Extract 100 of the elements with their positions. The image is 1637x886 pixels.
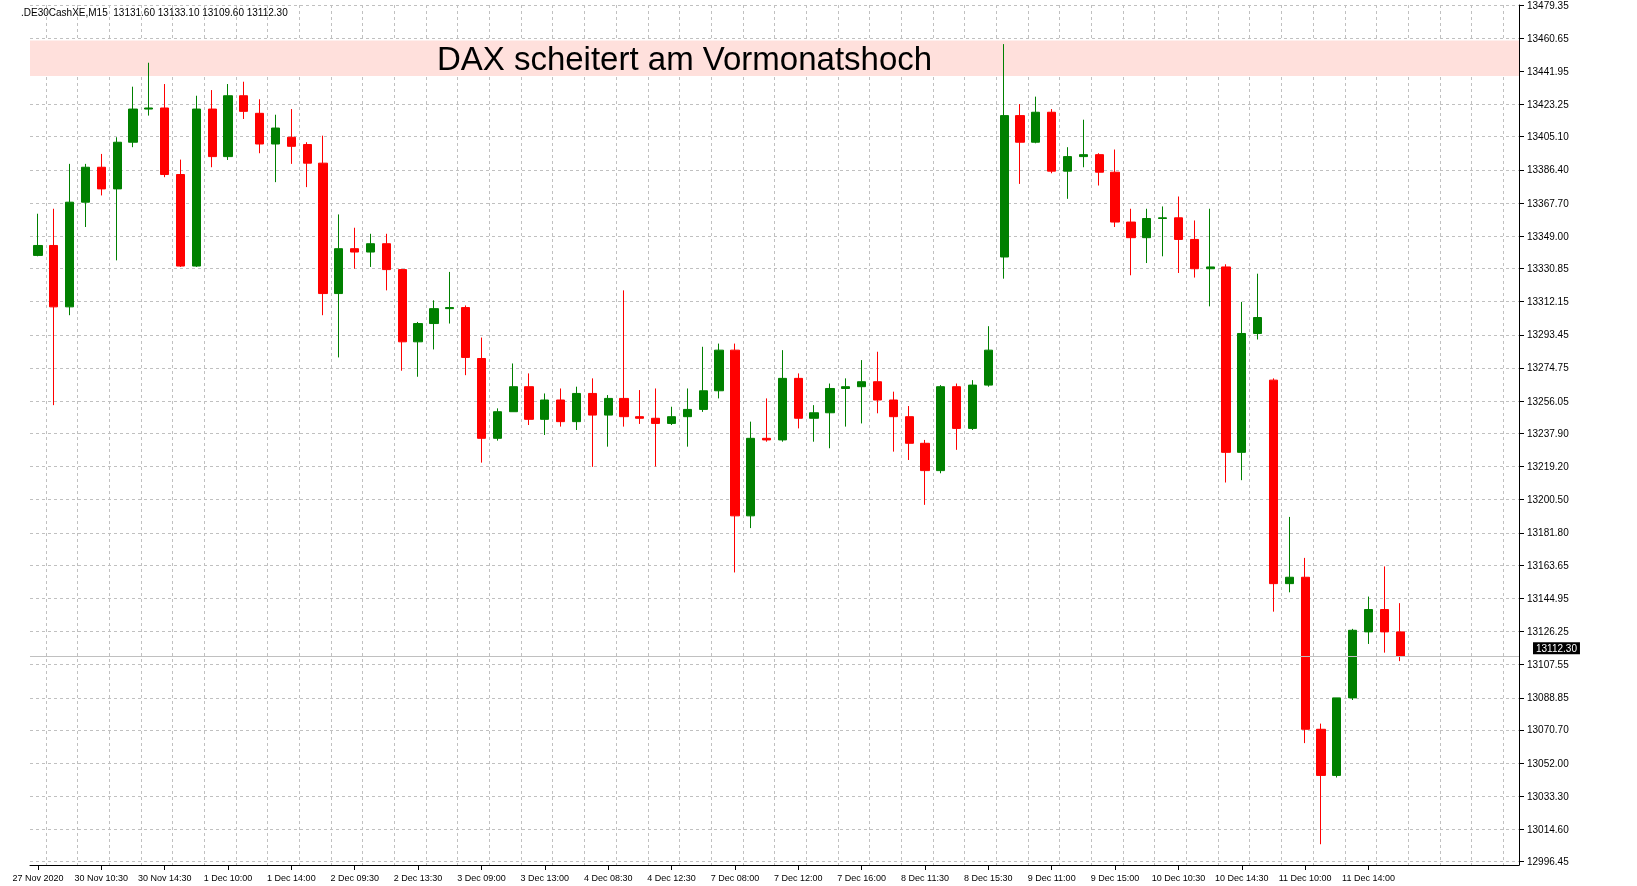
candlestick [683, 387, 692, 448]
y-tick-label: 13181.80 [1527, 527, 1570, 539]
candlestick [1126, 208, 1136, 276]
candlestick [1206, 208, 1215, 307]
candlestick [651, 387, 660, 468]
candlestick [1031, 96, 1040, 144]
y-tick-label: 13349.00 [1527, 230, 1570, 242]
y-tick-label: 13256.05 [1527, 395, 1570, 407]
candlestick [1316, 723, 1326, 845]
candlestick [714, 343, 724, 399]
candlestick [572, 386, 581, 431]
candlestick [1269, 377, 1278, 613]
candlestick [905, 405, 914, 461]
ref-line-label: 13112.30 [1536, 642, 1578, 654]
candlestick [635, 389, 644, 425]
x-tick-label: 27 Nov 2020 [12, 872, 64, 883]
candlestick [65, 163, 74, 316]
candlestick [920, 439, 930, 506]
y-tick-label: 13088.85 [1527, 692, 1570, 704]
candlestick [429, 299, 439, 350]
y-tick-label: 12996.45 [1527, 856, 1570, 868]
y-tick-label: 13107.55 [1527, 659, 1570, 671]
y-tick-label: 13014.60 [1527, 824, 1570, 836]
candlestick [1285, 516, 1294, 593]
y-tick-label: 13163.65 [1527, 559, 1570, 571]
candlestick [350, 227, 359, 270]
x-tick-label: 4 Dec 08:30 [583, 872, 633, 883]
candlestick [509, 362, 518, 413]
candlestick [1221, 263, 1231, 483]
candlestick [97, 153, 106, 196]
candlestick [604, 394, 613, 448]
x-tick-label: 3 Dec 09:00 [457, 872, 506, 883]
candlestick [318, 135, 328, 316]
candlestick [1047, 108, 1056, 174]
candlestick [984, 325, 993, 388]
x-tick-label: 7 Dec 12:00 [773, 872, 823, 883]
candlestick [968, 379, 977, 431]
y-tick-label: 13274.75 [1527, 362, 1570, 374]
y-tick-label: 13126.25 [1527, 625, 1570, 637]
candlestick [1396, 602, 1405, 662]
x-tick-label: 10 Dec 10:30 [1151, 872, 1206, 883]
candlestick [334, 213, 343, 358]
candlestick [778, 349, 787, 443]
candlestick [1301, 557, 1310, 744]
y-tick-label: 13460.65 [1527, 32, 1570, 44]
x-tick-label: 8 Dec 11:30 [901, 872, 949, 883]
candlestick [1364, 596, 1373, 645]
candlestick [540, 392, 549, 436]
y-tick-label: 13367.70 [1527, 197, 1570, 209]
candlestick [1079, 119, 1088, 168]
candlestick [176, 159, 185, 268]
x-tick-label: 10 Dec 14:30 [1215, 872, 1269, 883]
candlestick [271, 114, 280, 183]
candlestick [556, 387, 565, 428]
x-tick-label: 9 Dec 11:00 [1027, 872, 1076, 883]
x-tick-label: 2 Dec 09:30 [330, 872, 379, 883]
x-tick-label: 30 Nov 14:30 [137, 872, 192, 883]
candlestick [1332, 697, 1341, 779]
band-label: DAX scheitert am Vormonatshoch [436, 39, 933, 77]
candlestick [1174, 196, 1183, 274]
x-tick-label: 7 Dec 08:00 [710, 872, 760, 883]
candlestick [1253, 273, 1262, 341]
candlestick [857, 359, 866, 424]
candlestick [1158, 205, 1167, 257]
y-tick-label: 13052.00 [1527, 757, 1570, 769]
candlestick [889, 391, 898, 453]
candlestick [1110, 149, 1120, 228]
x-tick-label: 7 Dec 16:00 [837, 872, 886, 883]
candlestick [493, 407, 502, 442]
candlestick [413, 321, 423, 378]
candlestick [524, 372, 534, 426]
y-tick-label: 13405.10 [1527, 131, 1570, 143]
candlestick [794, 372, 803, 429]
y-tick-label: 13070.70 [1527, 724, 1570, 736]
candlestick [49, 208, 58, 406]
candlestick [699, 346, 708, 413]
y-tick-label: 13144.95 [1527, 592, 1570, 604]
y-tick-label: 13441.95 [1527, 65, 1570, 77]
candlestick [809, 404, 819, 443]
candlestick [81, 163, 90, 228]
candlestick [588, 377, 597, 468]
candlestick [477, 337, 486, 464]
candlestick [128, 86, 138, 148]
chart-title: .DE30CashXE,M15 13131.60 13133.10 13109.60 13112.30 [21, 6, 289, 18]
candlestick [952, 383, 961, 451]
y-tick-label: 13386.40 [1527, 164, 1570, 176]
x-tick-label: 30 Nov 10:30 [74, 872, 129, 883]
candlestick [33, 213, 43, 257]
y-tick-label: 13330.85 [1527, 262, 1570, 274]
candlestick [730, 343, 740, 573]
x-tick-label: 11 Dec 14:00 [1342, 872, 1395, 883]
candlestick [1015, 103, 1025, 185]
candlestick [1142, 208, 1151, 264]
y-tick-label: 13423.25 [1527, 99, 1570, 111]
candlestick [160, 83, 169, 178]
y-tick-label: 13293.45 [1527, 329, 1570, 341]
candlestick [1380, 565, 1389, 654]
candlestick [825, 383, 835, 449]
candlestick [223, 83, 233, 161]
candlestick [667, 406, 676, 426]
